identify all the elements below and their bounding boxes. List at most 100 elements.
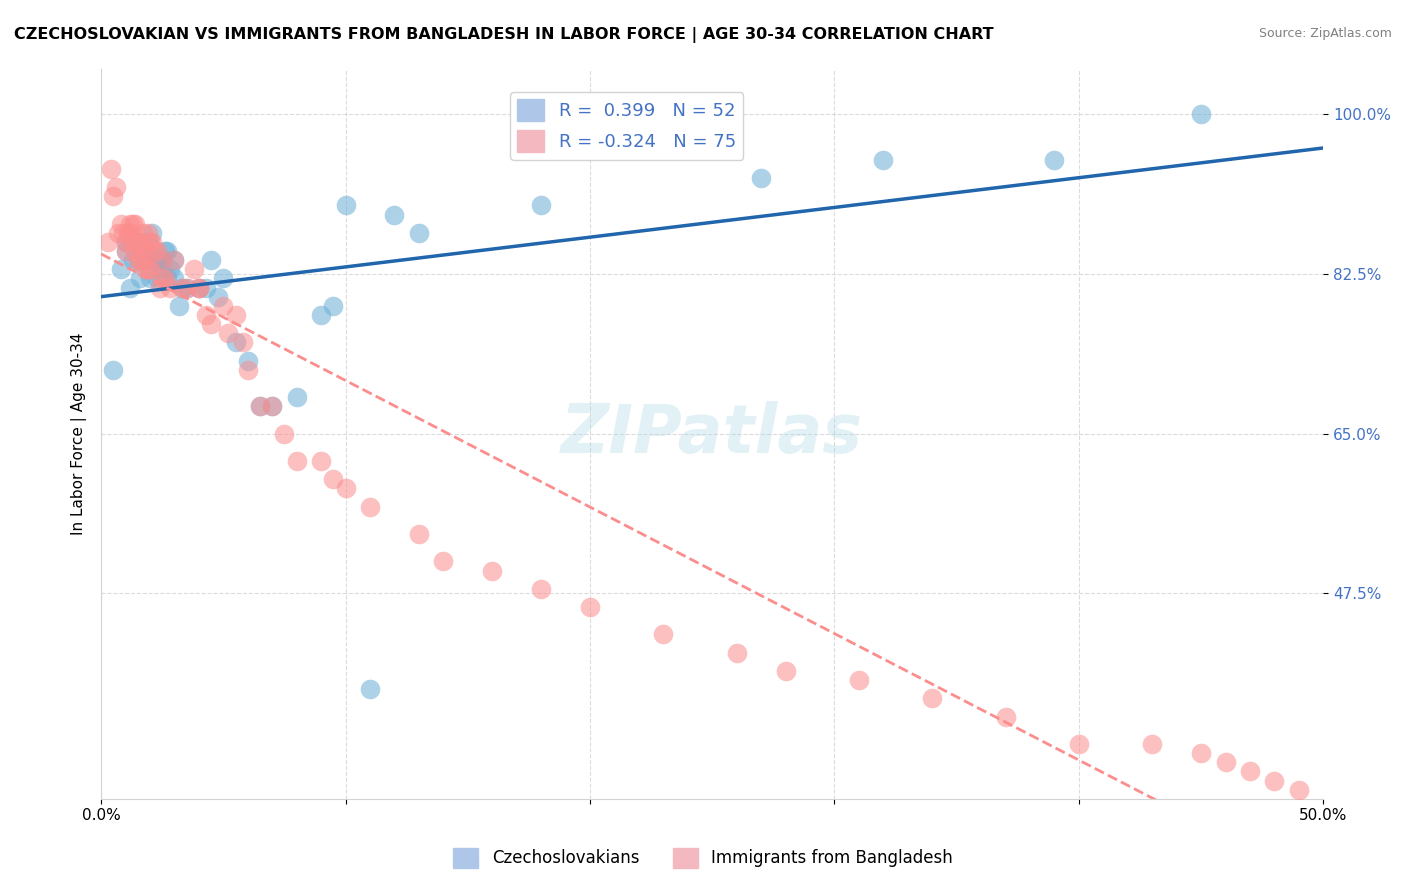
Point	[725, 646, 748, 660]
Point	[122, 217, 145, 231]
Point	[103, 363, 125, 377]
Point	[110, 217, 132, 231]
Point	[921, 691, 943, 706]
Point	[262, 399, 284, 413]
Point	[335, 198, 357, 212]
Point	[481, 564, 503, 578]
Point	[131, 244, 153, 258]
Point	[195, 280, 218, 294]
Point	[285, 454, 308, 468]
Point	[1067, 737, 1090, 751]
Text: CZECHOSLOVAKIAN VS IMMIGRANTS FROM BANGLADESH IN LABOR FORCE | AGE 30-34 CORRELA: CZECHOSLOVAKIAN VS IMMIGRANTS FROM BANGL…	[14, 27, 994, 43]
Point	[749, 171, 772, 186]
Point	[117, 226, 139, 240]
Point	[359, 500, 381, 514]
Point	[156, 244, 179, 258]
Point	[169, 299, 191, 313]
Point	[232, 335, 254, 350]
Point	[322, 472, 344, 486]
Point	[153, 271, 176, 285]
Point	[249, 399, 271, 413]
Point	[141, 235, 163, 249]
Point	[124, 217, 146, 231]
Point	[212, 299, 235, 313]
Point	[114, 235, 136, 249]
Point	[1043, 153, 1066, 167]
Point	[195, 308, 218, 322]
Point	[187, 280, 209, 294]
Point	[146, 271, 169, 285]
Point	[217, 326, 239, 341]
Point	[143, 253, 166, 268]
Point	[143, 253, 166, 268]
Point	[187, 280, 209, 294]
Point	[122, 253, 145, 268]
Point	[136, 226, 159, 240]
Point	[103, 189, 125, 203]
Point	[530, 582, 553, 596]
Point	[1288, 782, 1310, 797]
Point	[176, 280, 198, 294]
Point	[150, 271, 173, 285]
Point	[114, 244, 136, 258]
Point	[212, 271, 235, 285]
Point	[163, 253, 186, 268]
Point	[1189, 746, 1212, 760]
Point	[107, 226, 129, 240]
Point	[129, 235, 152, 249]
Point	[139, 262, 162, 277]
Point	[309, 308, 332, 322]
Point	[359, 682, 381, 697]
Point	[200, 253, 222, 268]
Point	[136, 262, 159, 277]
Point	[120, 226, 142, 240]
Point	[100, 161, 122, 176]
Point	[136, 235, 159, 249]
Point	[131, 253, 153, 268]
Point	[150, 253, 173, 268]
Point	[129, 253, 152, 268]
Point	[97, 235, 120, 249]
Point	[1263, 773, 1285, 788]
Point	[163, 253, 186, 268]
Point	[262, 399, 284, 413]
Point	[150, 262, 173, 277]
Point	[127, 253, 149, 268]
Point	[848, 673, 870, 687]
Point	[384, 208, 406, 222]
Point	[1239, 764, 1261, 779]
Point	[149, 253, 172, 268]
Point	[176, 280, 198, 294]
Point	[110, 262, 132, 277]
Point	[156, 271, 179, 285]
Point	[183, 262, 205, 277]
Point	[249, 399, 271, 413]
Point	[120, 280, 142, 294]
Point	[285, 390, 308, 404]
Point	[134, 262, 156, 277]
Point	[170, 280, 193, 294]
Point	[170, 280, 193, 294]
Point	[127, 235, 149, 249]
Point	[143, 244, 166, 258]
Legend: R =  0.399   N = 52, R = -0.324   N = 75: R = 0.399 N = 52, R = -0.324 N = 75	[510, 92, 744, 160]
Point	[309, 454, 332, 468]
Point	[530, 198, 553, 212]
Point	[134, 244, 156, 258]
Point	[139, 235, 162, 249]
Point	[139, 271, 162, 285]
Point	[322, 299, 344, 313]
Point	[159, 262, 181, 277]
Legend: Czechoslovakians, Immigrants from Bangladesh: Czechoslovakians, Immigrants from Bangla…	[447, 841, 959, 875]
Point	[872, 153, 894, 167]
Point	[150, 253, 173, 268]
Point	[114, 235, 136, 249]
Point	[652, 627, 675, 641]
Y-axis label: In Labor Force | Age 30-34: In Labor Force | Age 30-34	[72, 333, 87, 535]
Point	[408, 226, 430, 240]
Point	[131, 226, 153, 240]
Point	[127, 253, 149, 268]
Point	[432, 554, 454, 568]
Point	[146, 244, 169, 258]
Point	[1189, 107, 1212, 121]
